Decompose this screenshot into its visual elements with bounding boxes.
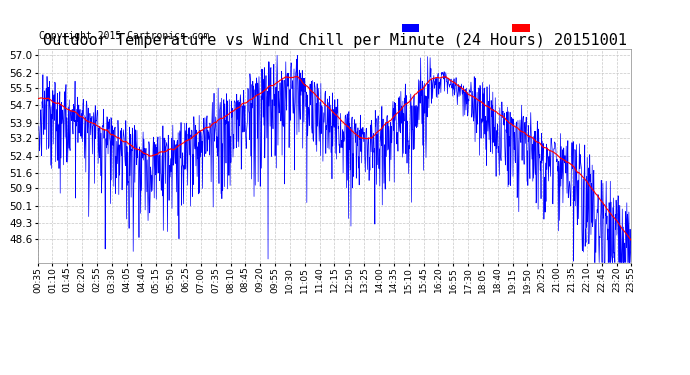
Legend: Wind Chill (°F), Temperature (°F): Wind Chill (°F), Temperature (°F) bbox=[402, 24, 627, 34]
Title: Outdoor Temperature vs Wind Chill per Minute (24 Hours) 20151001: Outdoor Temperature vs Wind Chill per Mi… bbox=[43, 33, 627, 48]
Text: Copyright 2015 Cartronics.com: Copyright 2015 Cartronics.com bbox=[39, 31, 209, 41]
